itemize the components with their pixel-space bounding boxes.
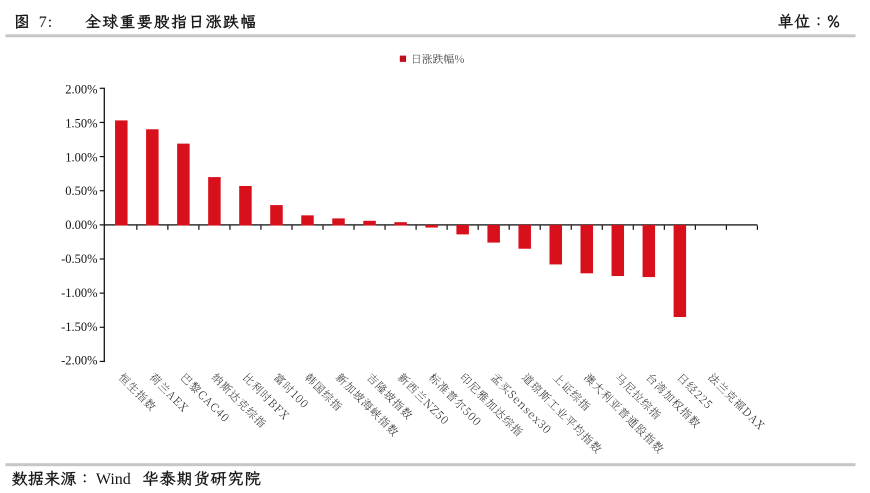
svg-text:0.00%: 0.00% (65, 218, 97, 232)
svg-text:7:: 7: (39, 14, 53, 31)
svg-text:Wind: Wind (96, 471, 131, 488)
svg-text:-1.50%: -1.50% (61, 320, 97, 334)
svg-text:-0.50%: -0.50% (61, 252, 97, 266)
svg-text:1.50%: 1.50% (65, 116, 97, 130)
svg-text:0.50%: 0.50% (65, 184, 97, 198)
svg-text:1.00%: 1.00% (65, 150, 97, 164)
svg-text:2.00%: 2.00% (65, 83, 97, 97)
svg-text:-1.00%: -1.00% (61, 286, 97, 300)
svg-text:-2.00%: -2.00% (61, 354, 97, 368)
